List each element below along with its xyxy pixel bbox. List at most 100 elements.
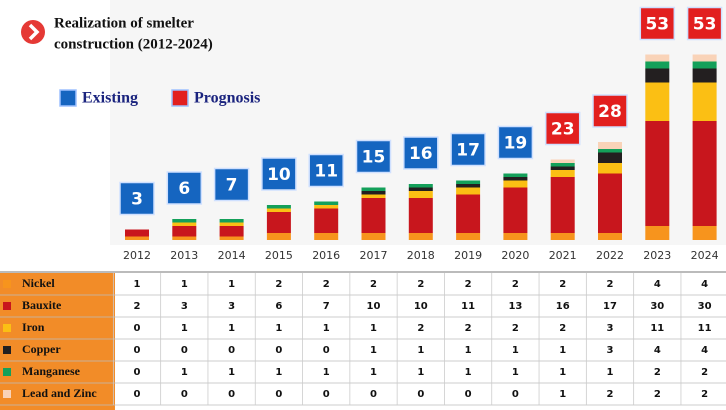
table-cell: 0 [417,389,424,400]
table-cell: 2 [559,279,566,290]
table-cell: 1 [228,279,235,290]
chart-title: Realization of smelter [54,15,194,31]
bar-segment [408,191,433,198]
total-label: 23 [551,120,575,140]
legend-label: Prognosis [194,90,260,107]
bar-segment [361,233,386,240]
x-tick-label: 2012 [123,249,151,262]
total-label: 3 [131,190,143,210]
total-label: 11 [314,162,338,182]
table-cell: 1 [228,323,235,334]
bar-segment [503,180,528,188]
bar-segment [408,233,433,240]
x-tick-label: 2024 [691,249,719,262]
row-swatch [3,390,11,398]
bar-segment [550,163,575,167]
total-label: 10 [267,165,291,185]
total-box [261,157,297,191]
bar-segment [266,233,291,240]
bar-segment [314,208,339,233]
table-cell: 1 [559,345,566,356]
row-swatch [3,324,11,332]
bar-segment [598,149,622,153]
row-label: Lead and Zinc [22,386,97,400]
x-tick-label: 2018 [407,249,435,262]
table-cell: 2 [323,279,330,290]
row-label: Bauxite [22,298,62,312]
total-label: 53 [693,15,717,35]
table-cell: 1 [275,367,282,378]
total-box [308,153,344,188]
table-cell: 0 [181,345,188,356]
bar-segment [314,233,339,240]
row-label: Iron [22,320,45,334]
table-cell: 2 [607,279,614,290]
table-cell: 4 [654,345,661,356]
x-tick-label: 2023 [643,249,671,262]
title-icon [21,20,45,44]
bar-segment [692,68,717,83]
bar-segment [503,177,528,181]
table-cell: 2 [465,323,472,334]
table-header-column [0,273,115,410]
table-cell: 1 [417,345,424,356]
bar-segment [172,236,197,240]
total-box [450,132,486,167]
bar-segment [456,233,481,240]
bar-segment [456,194,481,233]
table-cell: 1 [465,367,472,378]
row-swatch [3,280,11,288]
bar-segment [550,233,575,240]
table-cell: 2 [370,279,377,290]
table-cell: 3 [181,301,188,312]
total-box [592,94,628,128]
table-cell: 2 [417,323,424,334]
table-cell: 1 [559,367,566,378]
row-swatch [3,302,11,310]
table-cell: 0 [512,389,519,400]
table-cell: 0 [134,389,141,400]
table-cell: 10 [414,301,428,312]
total-box [544,111,581,146]
table-cell: 16 [556,301,570,312]
bar-segment [503,233,528,240]
bar-segment [550,166,575,170]
table-cell: 0 [323,345,330,356]
bar-segment [408,184,433,188]
table-cell: 1 [323,323,330,334]
bar-segment [408,187,433,191]
table-cell: 3 [607,323,614,334]
bar-segment [172,222,197,226]
table-cell: 30 [650,301,664,312]
bar-segment [361,198,386,233]
total-label: 17 [456,141,480,161]
table-cell: 2 [654,389,661,400]
bar-segment [219,226,244,237]
table-cell: 0 [134,345,141,356]
bar-segment [645,121,670,226]
table-cell: 1 [607,367,614,378]
table-cell: 1 [181,279,188,290]
bar-segment [692,82,717,121]
bar-segment [361,187,386,191]
table-cell: 1 [417,367,424,378]
table-cell: 2 [654,367,661,378]
bar-segment [456,184,481,188]
table-cell: 2 [134,301,141,312]
total-label: 19 [504,134,528,154]
total-label: 6 [178,179,190,199]
table-cell: 0 [275,389,282,400]
bar-segment [266,205,291,209]
bar-segment [266,208,291,212]
table-cell: 3 [607,345,614,356]
bar-segment [314,201,339,205]
total-label: 15 [362,148,386,168]
table-cell: 0 [228,389,235,400]
table-cell: 2 [275,279,282,290]
title-icon-chevron [28,23,40,41]
row-swatch [3,346,11,354]
table-cell: 13 [508,301,522,312]
total-label: 28 [598,102,622,122]
legend-swatch [59,89,77,107]
table-cell: 11 [650,323,664,334]
